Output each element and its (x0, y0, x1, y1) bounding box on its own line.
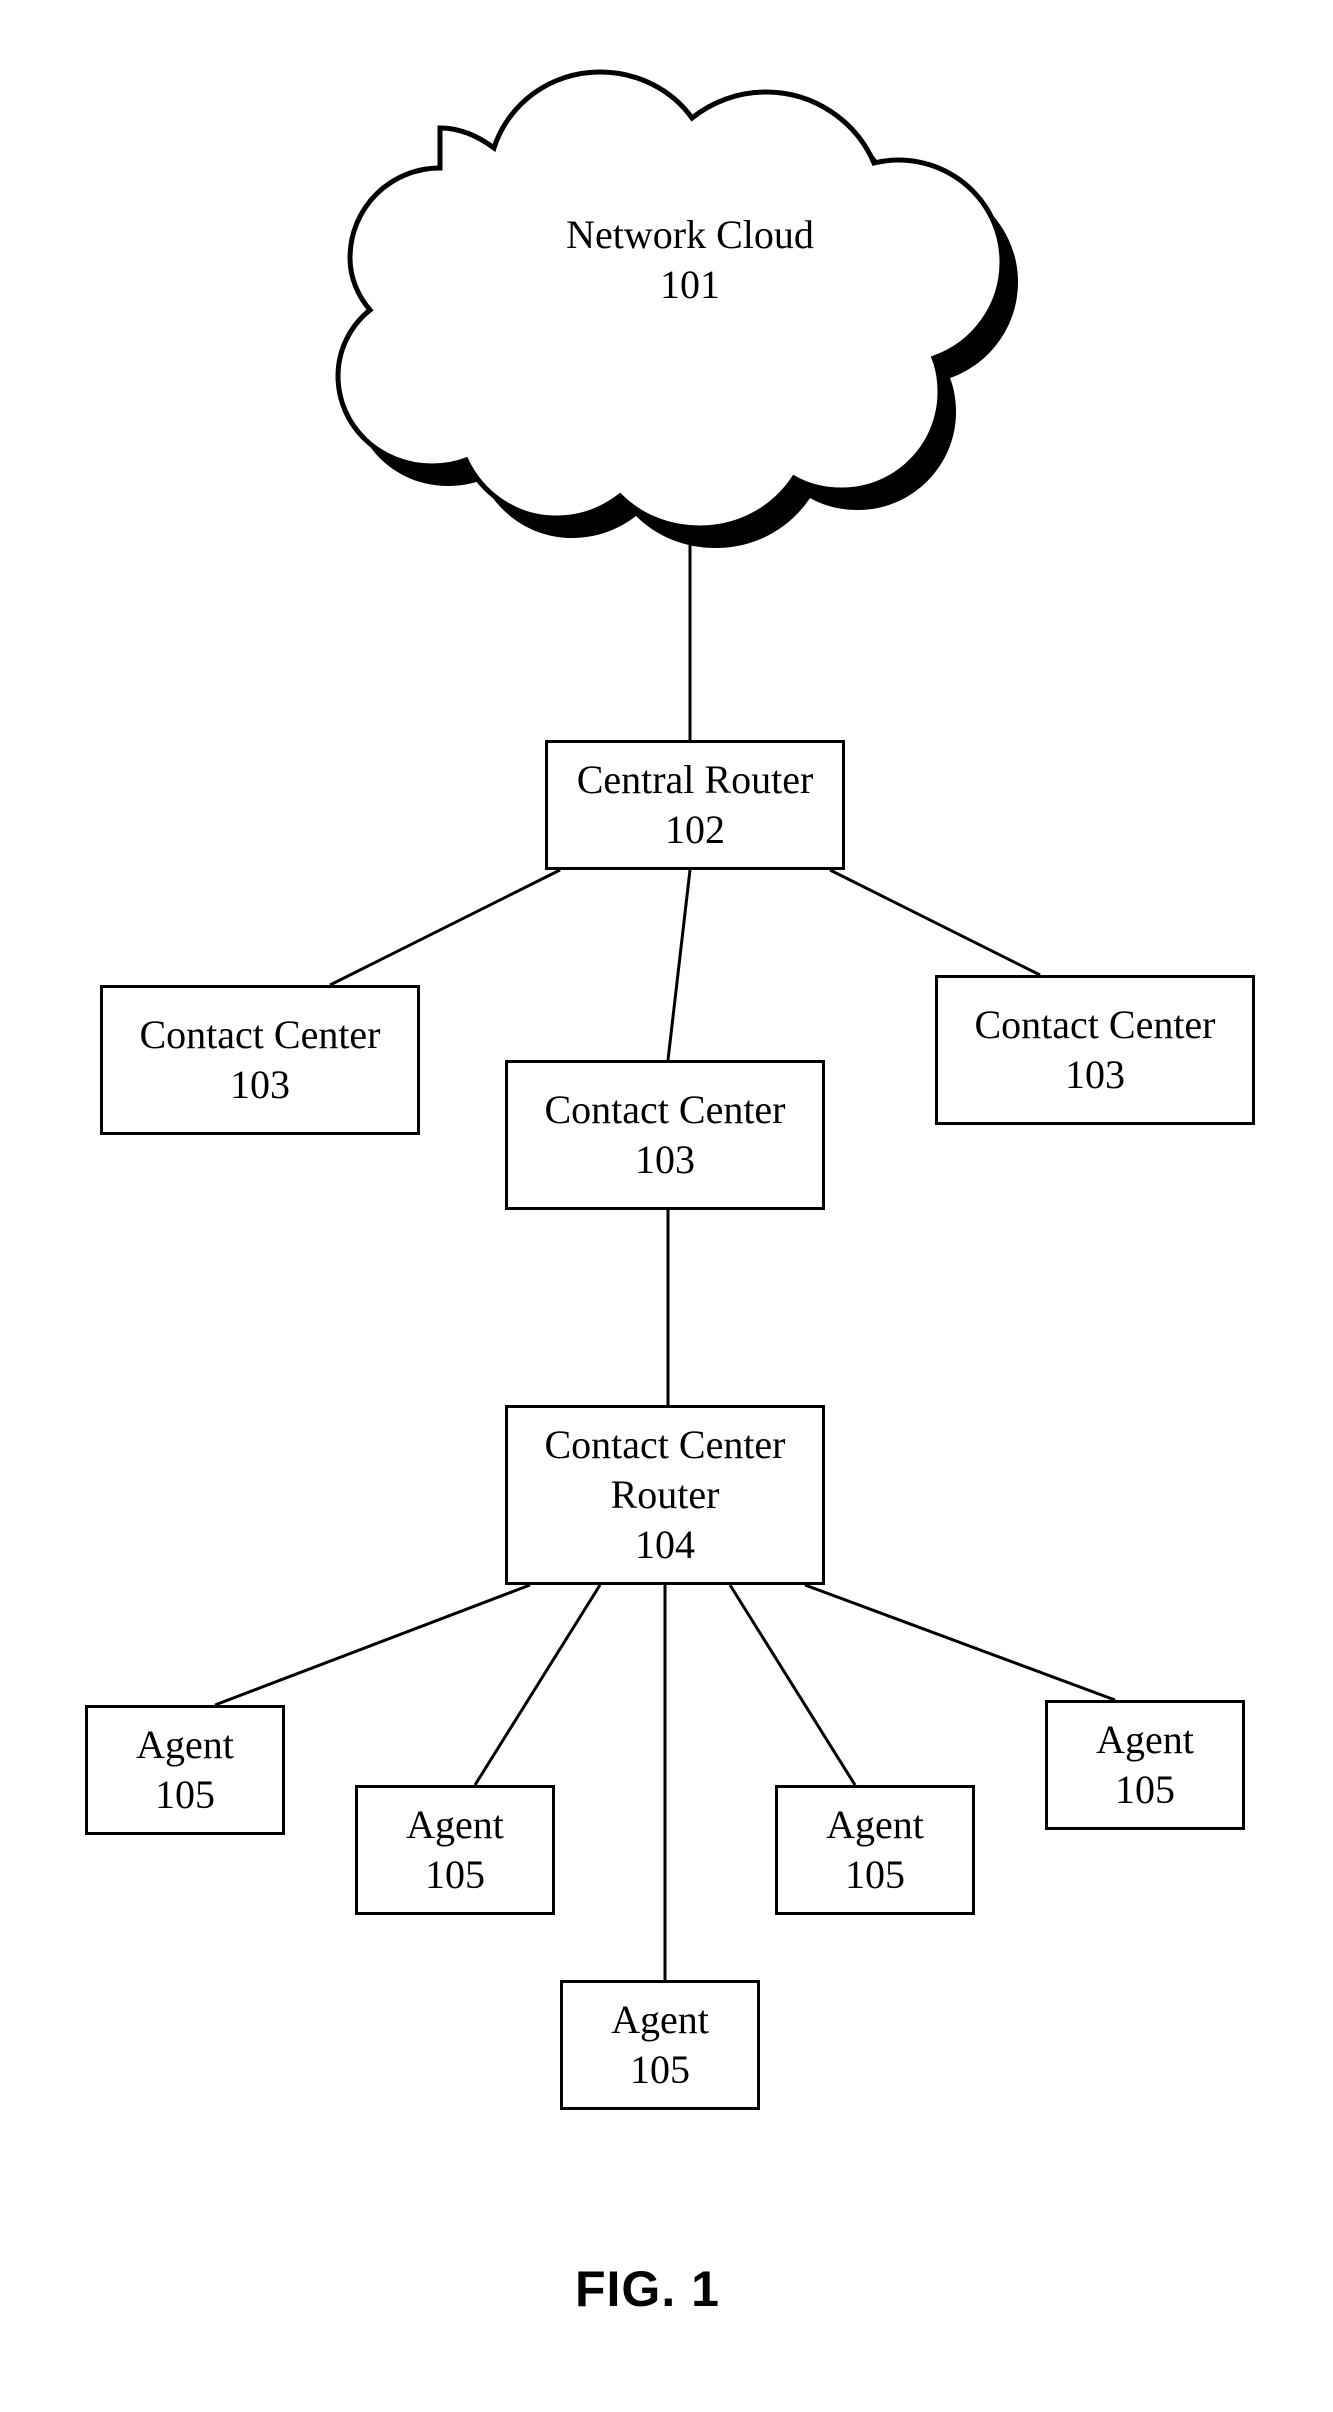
edge (215, 1585, 530, 1705)
node-number: 105 (1115, 1765, 1175, 1815)
edge (330, 870, 560, 985)
node-label: Contact Center Router (508, 1420, 822, 1520)
edge (805, 1585, 1115, 1700)
node-agent-3: Agent 105 (560, 1980, 760, 2110)
node-contact-center-router: Contact Center Router 104 (505, 1405, 825, 1585)
node-number: 105 (845, 1850, 905, 1900)
node-number: 103 (1065, 1050, 1125, 1100)
node-label: Network Cloud (490, 210, 890, 260)
node-central-router: Central Router 102 (545, 740, 845, 870)
node-label: Contact Center (139, 1010, 380, 1060)
node-number: 105 (425, 1850, 485, 1900)
node-contact-center-middle: Contact Center 103 (505, 1060, 825, 1210)
node-number: 104 (635, 1520, 695, 1570)
node-contact-center-right: Contact Center 103 (935, 975, 1255, 1125)
edge (830, 870, 1040, 975)
node-label: Agent (406, 1800, 504, 1850)
figure-caption: FIG. 1 (575, 2260, 720, 2318)
node-label: Agent (1096, 1715, 1194, 1765)
node-label: Agent (611, 1995, 709, 2045)
edge (475, 1585, 600, 1785)
network-cloud-shape (338, 72, 1018, 548)
edge (668, 870, 690, 1060)
node-number: 103 (230, 1060, 290, 1110)
node-label: Agent (826, 1800, 924, 1850)
node-label: Contact Center (974, 1000, 1215, 1050)
node-number: 105 (155, 1770, 215, 1820)
node-number: 102 (665, 805, 725, 855)
node-number: 105 (630, 2045, 690, 2095)
node-network-cloud: Network Cloud 101 (490, 210, 890, 310)
node-agent-1: Agent 105 (85, 1705, 285, 1835)
edges-group (215, 470, 1115, 1980)
edge (730, 1585, 855, 1785)
node-number: 101 (490, 260, 890, 310)
node-agent-2: Agent 105 (355, 1785, 555, 1915)
node-agent-5: Agent 105 (1045, 1700, 1245, 1830)
node-agent-4: Agent 105 (775, 1785, 975, 1915)
node-label: Agent (136, 1720, 234, 1770)
node-number: 103 (635, 1135, 695, 1185)
node-label: Central Router (577, 755, 814, 805)
node-contact-center-left: Contact Center 103 (100, 985, 420, 1135)
node-label: Contact Center (544, 1085, 785, 1135)
